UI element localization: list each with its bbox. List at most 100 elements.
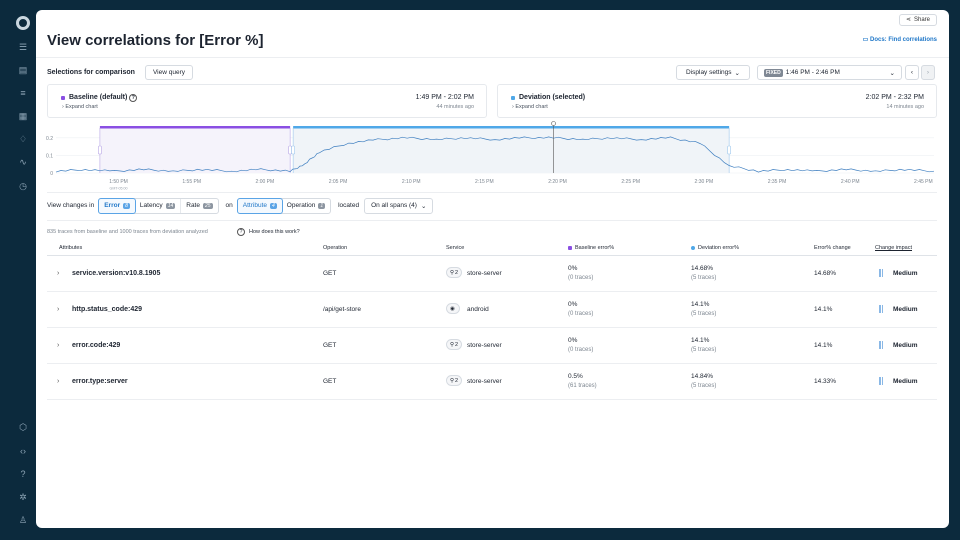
view-changes-label: View changes in	[47, 202, 95, 209]
grid-icon[interactable]: ▦	[18, 111, 28, 121]
cursor-handle[interactable]	[551, 121, 556, 126]
docs-link[interactable]: ▭ Docs: Find correlations	[863, 36, 937, 43]
deviation-range-bar[interactable]	[293, 126, 730, 129]
chevron-right-icon[interactable]: ›	[57, 342, 60, 349]
share-button[interactable]: ⋖ Share	[898, 14, 937, 26]
spans-dropdown[interactable]: On all spans (4) ⌄	[364, 197, 434, 214]
prev-range-button[interactable]: ‹	[905, 65, 919, 80]
drag-handle[interactable]	[727, 145, 731, 155]
col-impact[interactable]: Change impact	[875, 245, 912, 251]
docs-label: Docs: Find correlations	[869, 37, 937, 43]
clock-icon[interactable]: ◷	[19, 181, 27, 191]
x-tick-label: 2:35 PM	[768, 179, 787, 185]
x-tick-label: 1:55 PM	[182, 179, 201, 185]
bell-icon[interactable]: ♢	[18, 134, 28, 144]
fixed-badge: FIXED	[764, 68, 783, 77]
group-label: Operation	[286, 202, 316, 209]
col-attributes[interactable]: Attributes	[59, 245, 83, 251]
service-badge: ⚲ 2	[446, 267, 463, 278]
baseline-pct: 0%	[568, 265, 578, 272]
divider	[36, 57, 949, 58]
main-panel: ⋖ Share View correlations for [Error %] …	[36, 10, 949, 528]
deviation-region[interactable]	[293, 127, 730, 173]
filter-list-icon[interactable]: ≡	[20, 88, 26, 98]
group-tab-operation[interactable]: Operation 1	[282, 199, 330, 213]
eye-icon: ◉	[450, 305, 455, 312]
baseline-name: Baseline (default) ?	[69, 94, 138, 102]
impact-bar-icon	[879, 377, 883, 385]
service-count: 2	[455, 269, 459, 276]
chevron-down-icon: ⌄	[889, 69, 895, 77]
col-service[interactable]: Service	[446, 245, 465, 251]
change-value: 14.68%	[814, 270, 837, 277]
baseline-card: Baseline (default) ? › Expand chart 1:49…	[47, 84, 487, 118]
user-icon[interactable]: ♙	[18, 515, 28, 525]
next-range-button[interactable]: ›	[921, 65, 935, 80]
table-row[interactable]: › service.version:v10.8.1905 GET ⚲ 2 store-se…	[47, 256, 937, 292]
display-settings-dropdown[interactable]: Display settings ⌄	[676, 65, 750, 80]
operation-value: GET	[323, 342, 337, 349]
col-operation[interactable]: Operation	[323, 245, 348, 251]
deviation-pct: 14.1%	[691, 301, 710, 308]
error-rate-line	[55, 136, 935, 173]
x-tick-label: 2:25 PM	[621, 179, 640, 185]
on-label: on	[225, 202, 233, 209]
document-icon[interactable]: ▤	[18, 65, 28, 75]
col-baseline[interactable]: Baseline error%	[568, 245, 614, 251]
list-icon[interactable]: ☰	[18, 42, 28, 52]
metric-tab-latency[interactable]: Latency 14	[135, 198, 182, 213]
group-tab-attribute[interactable]: Attribute 4	[236, 197, 283, 214]
deviation-swatch	[691, 246, 695, 250]
chevron-down-icon: ⌄	[734, 69, 740, 77]
service-badge: ⚲ 2	[446, 339, 463, 350]
col-deviation[interactable]: Deviation error%	[691, 245, 739, 251]
x-tick-label: 2:15 PM	[475, 179, 494, 185]
impact-bar-icon	[879, 269, 883, 277]
error-rate-chart[interactable]: 0.2 0.1 0 1:50 PM 1:55 PM 2:00 PM 2:05 PM 2:10 …	[36, 121, 949, 191]
service-badge: ◉	[446, 303, 460, 314]
help-icon[interactable]: ?	[129, 94, 138, 102]
code-icon[interactable]: ‹›	[20, 446, 26, 456]
located-label: located	[338, 202, 360, 209]
group-label: Attribute	[242, 202, 267, 209]
col-change[interactable]: Error% change	[814, 245, 851, 251]
impact-bar-icon	[879, 305, 883, 313]
baseline-traces: (0 traces)	[568, 347, 594, 353]
baseline-range-bar[interactable]	[99, 126, 291, 129]
chevron-right-icon[interactable]: ›	[57, 270, 60, 277]
activity-icon[interactable]: ∿	[19, 157, 27, 167]
how-label: How does this work?	[249, 229, 300, 235]
baseline-pct: 0%	[568, 301, 578, 308]
chevron-right-icon[interactable]: ›	[57, 306, 60, 313]
baseline-swatch	[568, 246, 572, 250]
drag-handle[interactable]	[98, 145, 102, 155]
divider	[47, 255, 937, 256]
metric-selector: Error 8 Latency 14 Rate 25	[98, 197, 219, 214]
drag-handle[interactable]	[288, 145, 292, 155]
time-range-picker[interactable]: FIXED 1:46 PM - 2:46 PM ⌄	[757, 65, 902, 80]
attribute-value: service.version:v10.8.1905	[72, 270, 161, 277]
baseline-expand-link[interactable]: › Expand chart	[62, 104, 98, 110]
deviation-expand-link[interactable]: › Expand chart	[512, 104, 548, 110]
baseline-region[interactable]	[99, 127, 291, 173]
deviation-pct: 14.1%	[691, 337, 710, 344]
impact-value: Medium	[893, 342, 918, 349]
drag-handle[interactable]	[291, 145, 295, 155]
attribute-value: error.type:server	[72, 378, 128, 385]
how-it-works-link[interactable]: ? How does this work?	[237, 228, 300, 236]
table-row[interactable]: › error.type:server GET ⚲ 2 store-server 0.5% (…	[47, 364, 937, 400]
metric-tab-rate[interactable]: Rate 25	[181, 199, 217, 213]
help-icon[interactable]: ?	[20, 469, 26, 479]
baseline-ago: 44 minutes ago	[436, 104, 474, 110]
cube-icon[interactable]: ⬡	[19, 422, 27, 432]
table-row[interactable]: › error.code:429 GET ⚲ 2 store-server 0% (0 tra…	[47, 328, 937, 364]
baseline-traces: (0 traces)	[568, 275, 594, 281]
x-tick-label: 2:30 PM	[695, 179, 714, 185]
view-query-button[interactable]: View query	[145, 65, 193, 80]
settings-icon[interactable]: ✲	[19, 492, 27, 502]
chevron-right-icon[interactable]: ›	[57, 378, 60, 385]
metric-tab-error[interactable]: Error 8	[98, 197, 136, 214]
table-row[interactable]: › http.status_code:429/api/get-store ◉ andr…	[47, 292, 937, 328]
logo-icon[interactable]	[16, 16, 30, 30]
